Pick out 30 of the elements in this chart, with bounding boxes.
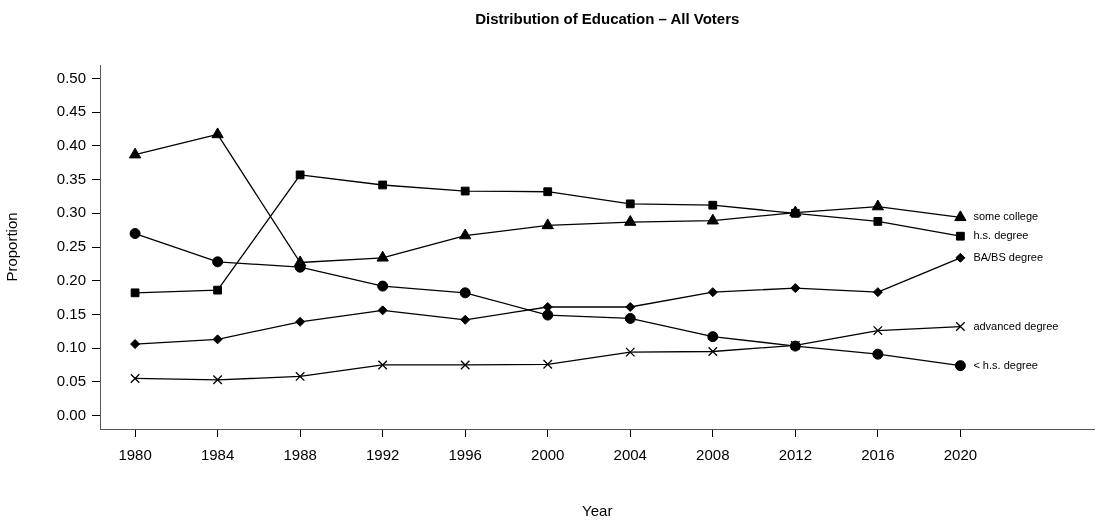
- y-tick-label: 0.25: [56, 237, 86, 255]
- x-tick-label: 2004: [613, 446, 647, 464]
- x-axis-title: Year: [582, 502, 613, 520]
- y-tick-label: 0.45: [56, 102, 86, 120]
- y-tick-label: 0.40: [56, 136, 86, 154]
- chart-title: Distribution of Education – All Voters: [475, 10, 740, 28]
- y-tick-label: 0.50: [56, 68, 86, 86]
- x-tick-label: 1980: [118, 446, 152, 464]
- y-tick-label: 0.30: [56, 203, 86, 221]
- x-tick-label: 2020: [943, 446, 978, 464]
- series-label: BA/BS degree: [973, 250, 1044, 263]
- x-tick-label: 1996: [448, 446, 482, 464]
- y-axis-title: Proportion: [3, 212, 21, 282]
- y-tick-label: 0.15: [56, 304, 86, 322]
- series-label: advanced degree: [973, 319, 1059, 332]
- y-tick-label: 0.00: [56, 405, 86, 423]
- y-tick-label: 0.10: [56, 338, 86, 356]
- x-tick-label: 2000: [531, 446, 565, 464]
- x-tick-label: 2012: [778, 446, 813, 464]
- x-tick-label: 2016: [861, 446, 895, 464]
- y-tick-label: 0.05: [56, 371, 86, 389]
- series-label: some college: [973, 210, 1039, 223]
- y-tick-label: 0.35: [56, 169, 86, 187]
- series-label: h.s. degree: [973, 229, 1029, 242]
- x-tick-label: 2008: [696, 446, 730, 464]
- x-tick-label: 1992: [365, 446, 400, 464]
- y-tick-label: 0.20: [56, 270, 86, 288]
- series-label: < h.s. degree: [973, 358, 1038, 371]
- x-tick-label: 1988: [283, 446, 317, 464]
- x-tick-label: 1984: [200, 446, 235, 464]
